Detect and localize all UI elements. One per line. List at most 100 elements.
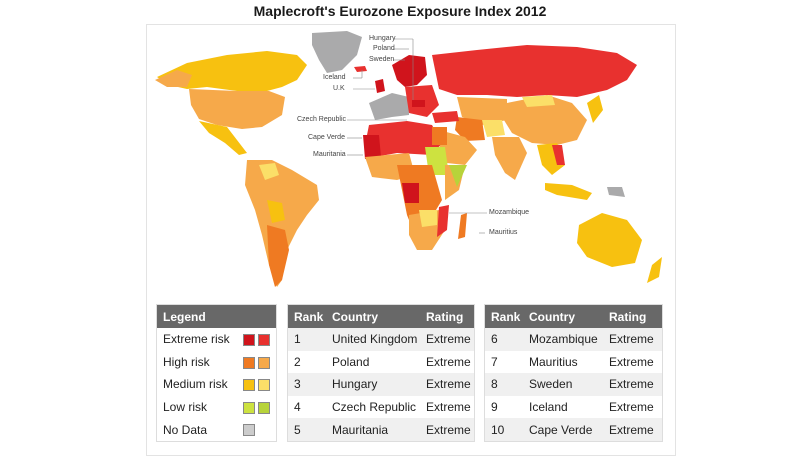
- map-label-poland: Poland: [373, 45, 395, 52]
- table-row: 8 Sweden Extreme: [485, 373, 662, 396]
- cell-rank: 9: [491, 400, 498, 415]
- col-rating: Rating: [609, 309, 647, 324]
- map-label-iceland: Iceland: [323, 74, 346, 81]
- cell-country: Poland: [332, 354, 370, 369]
- region-bolivia: [267, 200, 285, 223]
- cell-rank: 10: [491, 422, 505, 437]
- legend-label: No Data: [163, 422, 208, 437]
- region-s-america: [245, 160, 319, 287]
- region-iceland: [354, 66, 367, 72]
- map-label-czech-republic: Czech Republic: [297, 116, 347, 123]
- region-n-africa: [365, 121, 442, 157]
- map-label-sweden: Sweden: [369, 56, 395, 63]
- swatch-medium-light: [258, 379, 270, 392]
- cell-country: Mozambique: [529, 332, 598, 347]
- cell-rating: Extreme: [609, 354, 654, 369]
- map-label-cape-verde: Cape Verde: [308, 134, 345, 141]
- region-indonesia: [545, 183, 592, 200]
- map-label-mauritania: Mauritania: [313, 151, 346, 158]
- table-row: 3 Hungary Extreme: [288, 373, 474, 396]
- cell-rating: Extreme: [426, 422, 471, 437]
- cell-rating: Extreme: [609, 377, 654, 392]
- region-nz: [647, 257, 662, 283]
- col-rank: Rank: [294, 309, 324, 324]
- cell-rating: Extreme: [426, 377, 471, 392]
- table-row: 1 United Kingdom Extreme: [288, 328, 474, 351]
- region-mexico: [199, 121, 247, 155]
- legend-label: High risk: [163, 354, 210, 369]
- region-greenland: [312, 31, 362, 73]
- region-iran: [455, 117, 485, 141]
- cell-country: Iceland: [529, 400, 568, 415]
- region-mongolia: [522, 95, 555, 107]
- region-russia: [432, 45, 637, 97]
- region-arabia: [439, 130, 477, 165]
- region-alaska: [155, 70, 192, 87]
- region-australia: [577, 213, 642, 267]
- map-panel: Hungary Poland Sweden Iceland U.K Czech …: [146, 24, 676, 456]
- region-japan: [587, 95, 603, 123]
- cell-rating: Extreme: [426, 400, 471, 415]
- region-uk: [375, 79, 385, 93]
- cell-country: Mauritania: [332, 422, 389, 437]
- region-india: [492, 137, 527, 180]
- region-afghanistan: [482, 120, 505, 137]
- cell-country: Hungary: [332, 377, 378, 392]
- cell-rating: Extreme: [609, 400, 654, 415]
- region-somalia: [449, 165, 467, 187]
- col-country: Country: [529, 309, 575, 324]
- cell-rank: 5: [294, 422, 301, 437]
- cell-rank: 4: [294, 400, 301, 415]
- cell-country: United Kingdom: [332, 332, 418, 347]
- region-png: [607, 187, 625, 197]
- swatch-high-light: [258, 356, 270, 369]
- col-rank: Rank: [491, 309, 521, 324]
- legend-label: Medium risk: [163, 377, 228, 392]
- cell-country: Mauritius: [529, 354, 578, 369]
- legend-label: Low risk: [163, 400, 208, 415]
- swatch-low-light: [258, 401, 270, 414]
- ranking-table-1: Rank Country Rating 1 United Kingdom Ext…: [287, 304, 475, 442]
- cell-rank: 2: [294, 354, 301, 369]
- swatch-high-dark: [243, 356, 255, 369]
- world-map-graphic: [155, 31, 662, 287]
- region-mozambique: [437, 205, 449, 237]
- legend-box: Legend Extreme risk High risk Medium ris…: [156, 304, 277, 442]
- region-central-asia: [457, 97, 507, 125]
- swatch-no-data: [243, 424, 255, 437]
- region-hungary: [412, 100, 425, 107]
- legend-label: Extreme risk: [163, 332, 230, 347]
- cell-rating: Extreme: [609, 422, 654, 437]
- table-row: 10 Cape Verde Extreme: [485, 418, 662, 441]
- map-label-mauritius: Mauritius: [489, 229, 518, 236]
- region-w-europe: [369, 93, 409, 120]
- region-scandinavia: [392, 55, 427, 87]
- region-zambia: [419, 210, 437, 227]
- cell-country: Cape Verde: [529, 422, 593, 437]
- cell-rank: 7: [491, 354, 498, 369]
- cell-country: Czech Republic: [332, 400, 417, 415]
- table-row: 4 Czech Republic Extreme: [288, 396, 474, 419]
- table-row: 5 Mauritania Extreme: [288, 418, 474, 441]
- cell-rank: 3: [294, 377, 301, 392]
- table-row: 7 Mauritius Extreme: [485, 351, 662, 374]
- region-china: [502, 95, 587, 145]
- cell-rank: 6: [491, 332, 498, 347]
- legend-item-medium: Medium risk: [157, 373, 276, 396]
- swatch-extreme-dark: [243, 334, 255, 346]
- col-rating: Rating: [426, 309, 464, 324]
- legend-header: Legend: [157, 305, 276, 328]
- swatch-extreme-light: [258, 334, 270, 346]
- table-header: Rank Country Rating: [288, 305, 474, 328]
- cell-country: Sweden: [529, 377, 573, 392]
- cell-rank: 8: [491, 377, 498, 392]
- cell-rating: Extreme: [609, 332, 654, 347]
- swatch-low-dark: [243, 401, 255, 414]
- region-argentina: [267, 225, 289, 287]
- legend-item-low: Low risk: [157, 396, 276, 419]
- ranking-table-2: Rank Country Rating 6 Mozambique Extreme…: [484, 304, 663, 442]
- cell-rating: Extreme: [426, 354, 471, 369]
- region-canada: [157, 51, 307, 91]
- table-row: 2 Poland Extreme: [288, 351, 474, 374]
- legend-item-high: High risk: [157, 351, 276, 374]
